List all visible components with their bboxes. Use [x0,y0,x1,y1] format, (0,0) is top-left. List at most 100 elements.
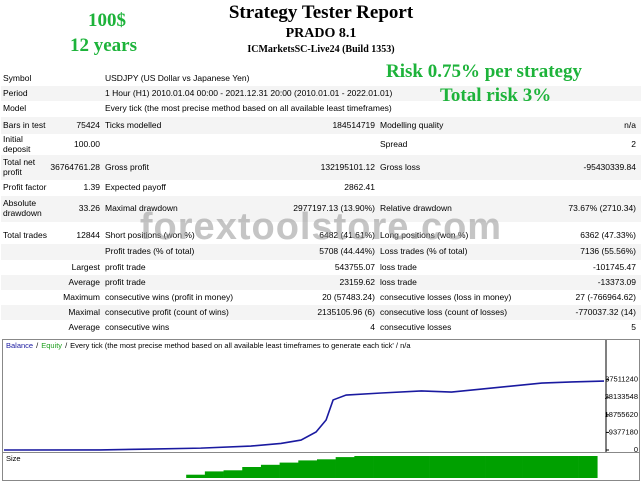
row-label: Maximal drawdown [105,203,178,213]
size-bar [298,460,318,478]
row-label: profit trade [105,261,146,272]
row-value: 6482 (41.61%) [319,230,375,240]
size-bar [223,470,243,478]
size-bar [186,474,206,478]
y-tick-label: 0 [634,445,638,454]
row-value: 2135105.96 (6) [317,306,375,317]
row-label: Relative drawdown [380,203,452,213]
size-bar [485,456,505,478]
table-row [1,196,641,222]
server: ICMarketsSC-Live24 (Build 1353) [247,44,395,55]
size-bar [373,456,393,478]
row-label: Profit factor [3,182,47,192]
row-label: Short positions (won %) [105,230,195,240]
size-bar [541,456,561,478]
table-row [1,155,641,180]
row-value: -13373.09 [597,276,636,287]
row-value: Maximum [63,291,100,302]
watermark: forextoolstore.com [139,206,503,248]
row-value: 2862.41 [344,182,375,192]
row-value: Maximal [68,306,100,317]
row-value: 4 [370,322,375,332]
table-row [1,244,641,260]
total-risk-overlay: Total risk 3% [440,85,552,106]
size-bar [466,456,486,478]
table-row [1,305,641,320]
row-value: 6362 (47.33%) [580,230,636,240]
size-bar [578,456,598,478]
row-label: Modelling quality [380,119,444,130]
row-value: 2977197.13 (13.90%) [293,203,375,213]
row-value: 132195101.12 [320,161,375,172]
row-label: consecutive losses (loss in money) [380,291,512,302]
row-label: profit trade [105,276,146,287]
balance-line [3,380,605,451]
legend-entry: Every tick (the most precise method base… [70,341,411,350]
row-value: 5 [631,322,636,332]
size-bar [354,456,374,478]
row-label: consecutive loss (count of losses) [380,306,508,317]
row-value: 33.26 [78,203,100,213]
row-value: 27 (-766964.62) [575,291,637,302]
row-label: Symbol [3,72,32,83]
legend-entry: Equity [41,341,62,350]
row-value: 12844 [76,230,100,240]
row-label: Total net profit [3,156,36,177]
table-row [1,275,641,290]
table-row [1,86,641,101]
size-bar [242,467,262,478]
row-label: Spread [380,138,408,149]
duration-overlay: 12 years [70,35,138,56]
row-label: Bars in test [3,119,46,130]
row-label: loss trade [380,276,417,287]
row-label: Model [3,103,27,113]
report-title: Strategy Tester Report [228,2,414,23]
row-value: Average [68,322,100,332]
size-bar [335,457,355,478]
row-value: 2 [631,138,636,149]
legend-entry: / [36,341,39,350]
row-value: -770037.32 (14) [575,306,637,317]
row-value: Every tick (the most precise method base… [105,103,392,113]
table-row [1,117,641,134]
size-bar [260,464,280,478]
deposit-overlay: 100$ [88,10,126,31]
row-label: Gross profit [105,161,149,172]
row-value: Average [68,276,100,287]
row-value: 20 (57483.24) [322,291,375,302]
row-value: USDJPY (US Dollar vs Japanese Yen) [105,72,250,83]
row-value: 73.67% (2710.34) [568,203,636,213]
size-bar [447,456,467,478]
row-value: 23159.62 [339,276,375,287]
row-label: Profit trades (% of total) [105,246,195,256]
row-label: consecutive wins [105,322,170,332]
row-label: Ticks modelled [105,119,162,130]
expert-name: PRADO 8.1 [285,26,357,41]
row-label: Period [3,87,28,98]
row-value: 7136 (55.56%) [580,246,636,256]
size-bar [503,456,523,478]
size-bar [429,456,449,478]
row-label: consecutive profit (count of wins) [105,306,229,317]
size-bar [391,456,411,478]
row-value: -95430339.84 [583,161,636,172]
size-bar [559,456,579,478]
row-value: 100.00 [74,138,100,149]
row-label: Expected payoff [105,182,166,192]
row-label: Loss trades (% of total) [380,246,468,256]
row-label: consecutive losses [380,322,452,332]
row-value: 543755.07 [334,261,375,272]
row-label: Gross loss [380,161,421,172]
y-tick-label: 28133548 [605,392,638,401]
chart-frame [2,339,640,481]
row-value: 1.39 [83,182,100,192]
size-bar [279,462,299,478]
y-tick-label: 9377180 [609,427,638,436]
size-bar [410,456,430,478]
row-label: consecutive wins (profit in money) [105,291,234,302]
legend-entry: Balance [6,341,33,350]
row-value: n/a [624,119,636,130]
row-value: 184514719 [332,119,375,130]
row-label: Absolute drawdown [3,198,42,218]
